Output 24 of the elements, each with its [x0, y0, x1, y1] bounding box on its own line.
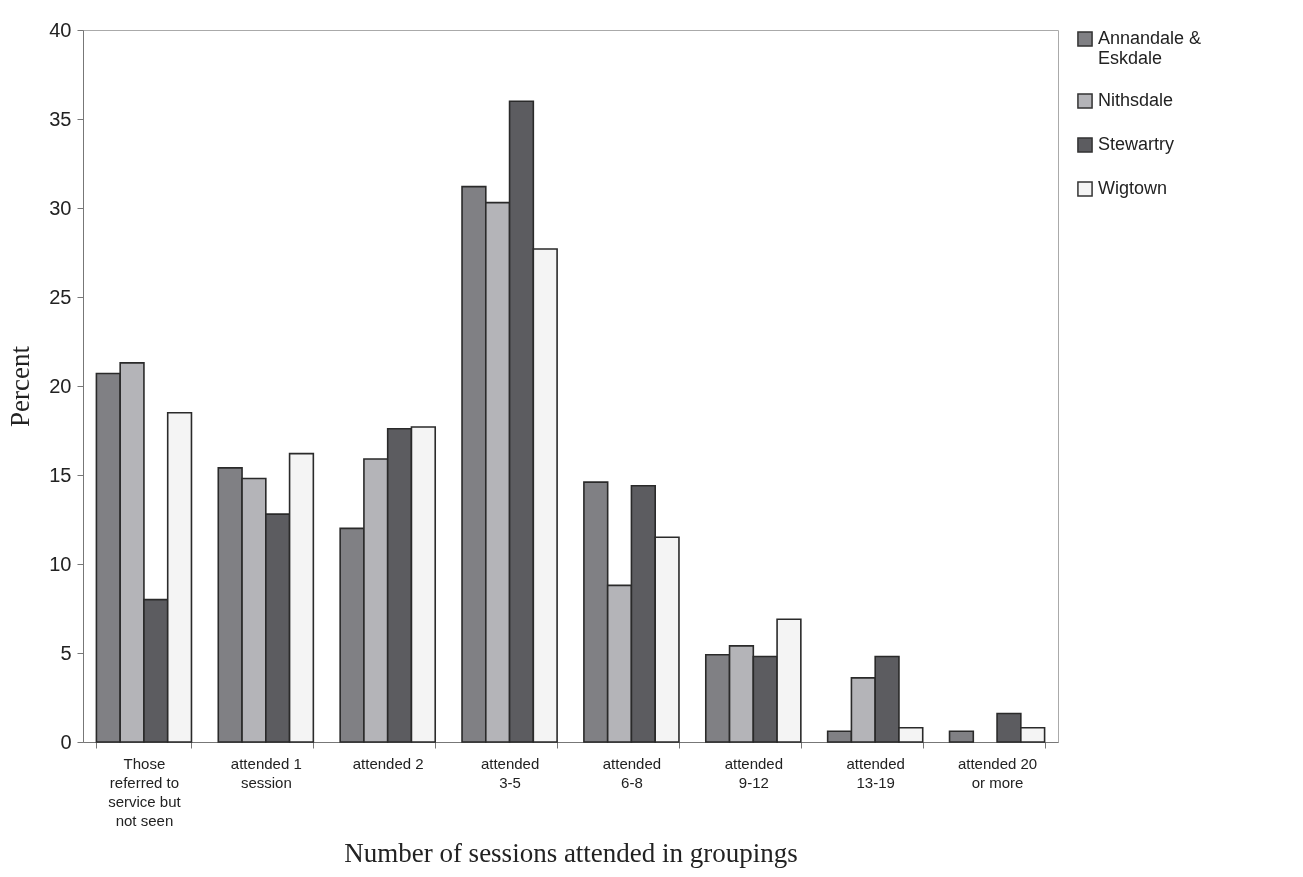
x-tick-label: attended 1 session	[230, 754, 302, 791]
y-tick-label: 0	[60, 730, 72, 753]
x-tick-label: attended 3-5	[480, 754, 540, 791]
x-tick-label: attended 13-19	[846, 754, 905, 791]
y-tick-label: 10	[49, 552, 72, 575]
y-tick-label: 25	[49, 285, 72, 308]
y-tick-label: 40	[49, 18, 72, 41]
x-tick-label: Those referred to service but not seen	[108, 754, 182, 829]
x-tick-label: attended 6-8	[602, 754, 662, 791]
x-tick-label: attended 2	[352, 754, 424, 772]
y-tick-label: 30	[49, 196, 72, 219]
y-tick-label: 5	[60, 641, 72, 664]
y-tick-label: 35	[49, 107, 72, 130]
y-axis-title: Percent	[5, 345, 36, 427]
legend-label: Stewartry	[1098, 134, 1175, 154]
x-axis-title: Number of sessions attended in groupings	[344, 837, 798, 868]
legend-label: Wigtown	[1098, 178, 1168, 198]
legend-label: Annandale & Eskdale	[1098, 28, 1202, 68]
x-tick-label: attended 20 or more	[957, 754, 1038, 791]
y-tick-label: 15	[49, 463, 72, 486]
y-tick-label: 20	[49, 374, 72, 397]
bar	[948, 730, 975, 743]
x-tick-label: attended 9-12	[724, 754, 784, 791]
legend-label: Nithsdale	[1098, 90, 1174, 110]
